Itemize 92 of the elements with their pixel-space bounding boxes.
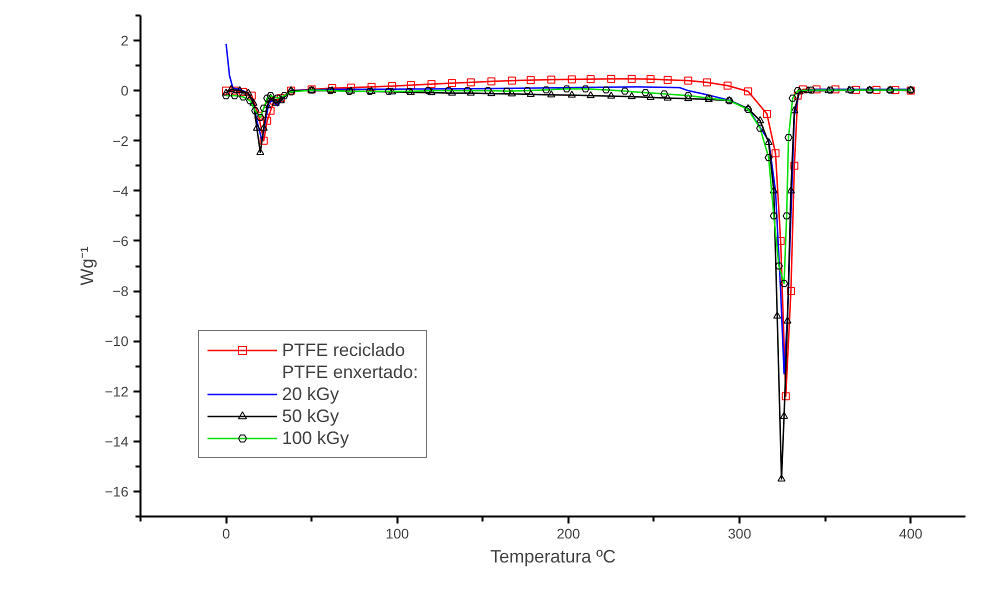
point xyxy=(872,86,880,94)
point xyxy=(684,94,692,102)
legend-label: 20 kGy xyxy=(282,383,340,405)
legend-label: 50 kGy xyxy=(282,405,340,427)
point xyxy=(252,124,261,131)
point xyxy=(448,88,456,96)
point xyxy=(427,80,436,88)
point xyxy=(388,87,396,94)
point xyxy=(646,75,655,84)
point xyxy=(783,316,792,324)
point xyxy=(790,106,798,114)
x-tick-label: 400 xyxy=(899,526,923,542)
point xyxy=(773,312,782,319)
point xyxy=(786,287,795,296)
point xyxy=(756,116,764,124)
y-tick-label: 0 xyxy=(120,82,129,99)
point xyxy=(406,81,415,90)
point xyxy=(780,412,788,419)
point xyxy=(646,92,655,100)
point xyxy=(239,88,248,96)
point xyxy=(724,82,732,90)
point xyxy=(778,474,786,482)
point xyxy=(684,76,692,85)
point xyxy=(804,86,812,94)
x-axis-title: Temperatura ºC xyxy=(490,546,616,566)
point xyxy=(786,186,795,194)
point xyxy=(568,75,576,84)
point xyxy=(427,88,436,96)
point xyxy=(764,138,773,146)
point xyxy=(607,92,616,99)
point xyxy=(568,90,576,98)
point xyxy=(487,89,496,96)
point xyxy=(772,149,780,158)
point xyxy=(703,78,712,86)
y-axis-title: Wg⁻¹ xyxy=(76,246,97,286)
point xyxy=(508,89,516,96)
point xyxy=(831,85,840,94)
point xyxy=(586,91,595,98)
legend-label: PTFE reciclado xyxy=(282,339,406,361)
point xyxy=(586,75,595,84)
y-tick-label: −16 xyxy=(104,483,129,500)
point xyxy=(770,186,778,194)
point xyxy=(547,90,556,98)
x-tick-label: 100 xyxy=(386,526,410,542)
point xyxy=(448,79,456,88)
y-tick-label: −12 xyxy=(104,383,129,400)
point xyxy=(487,77,496,86)
point xyxy=(744,87,752,96)
point xyxy=(230,86,239,95)
point xyxy=(798,85,807,94)
point xyxy=(260,136,268,145)
point xyxy=(790,162,798,170)
y-tick-label: −14 xyxy=(104,433,129,450)
point xyxy=(508,76,516,85)
point xyxy=(227,84,236,92)
point xyxy=(664,94,672,101)
point xyxy=(260,124,268,131)
point xyxy=(466,78,475,86)
point xyxy=(244,88,252,96)
point xyxy=(607,74,616,83)
x-tick-label: 200 xyxy=(556,526,580,542)
point xyxy=(776,236,785,245)
point xyxy=(526,76,535,84)
point xyxy=(794,92,802,100)
point xyxy=(664,76,672,84)
point xyxy=(891,86,900,94)
point xyxy=(628,92,636,100)
y-tick-label: −8 xyxy=(112,283,129,300)
point xyxy=(368,86,376,94)
x-tick-label: 0 xyxy=(222,526,230,542)
point xyxy=(628,74,636,83)
x-tick-label: 300 xyxy=(728,526,752,542)
point xyxy=(466,88,475,96)
y-tick-label: −10 xyxy=(104,333,129,350)
point xyxy=(248,92,256,100)
point xyxy=(347,86,356,94)
point xyxy=(263,101,272,108)
point xyxy=(547,76,556,84)
legend-label: 100 kGy xyxy=(282,427,350,449)
y-tick-label: −6 xyxy=(112,232,129,249)
point xyxy=(762,110,771,118)
y-tick-label: −4 xyxy=(112,182,129,199)
y-tick-label: 2 xyxy=(120,32,129,49)
point xyxy=(249,98,258,106)
point xyxy=(852,86,860,94)
point xyxy=(782,392,790,400)
y-tick-label: −2 xyxy=(112,132,129,149)
legend-title: PTFE enxertado: xyxy=(282,361,418,383)
point xyxy=(263,116,272,125)
point xyxy=(236,86,244,94)
point xyxy=(812,85,821,94)
point xyxy=(368,82,376,91)
